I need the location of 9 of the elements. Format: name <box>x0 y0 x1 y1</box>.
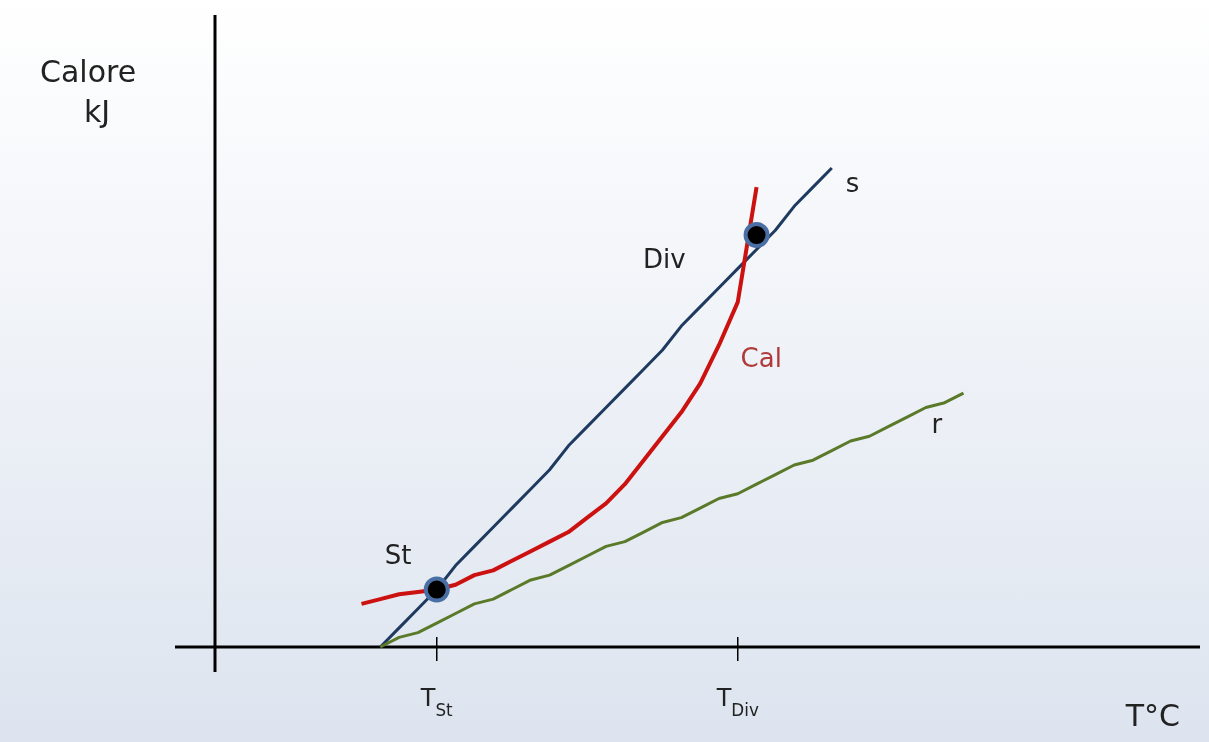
annotation: Div <box>643 244 686 274</box>
y-axis-title: Calore kJ <box>40 54 137 129</box>
x-axis-title: T°C <box>1124 698 1180 733</box>
x-tick-label: T$_{St}$ <box>419 684 454 720</box>
x-tick-label: T$_{Div}$ <box>715 684 759 720</box>
series-label: s <box>845 168 860 198</box>
series-label: r <box>931 409 943 440</box>
annotation: St <box>384 539 412 570</box>
series-label: Cal <box>740 343 782 374</box>
